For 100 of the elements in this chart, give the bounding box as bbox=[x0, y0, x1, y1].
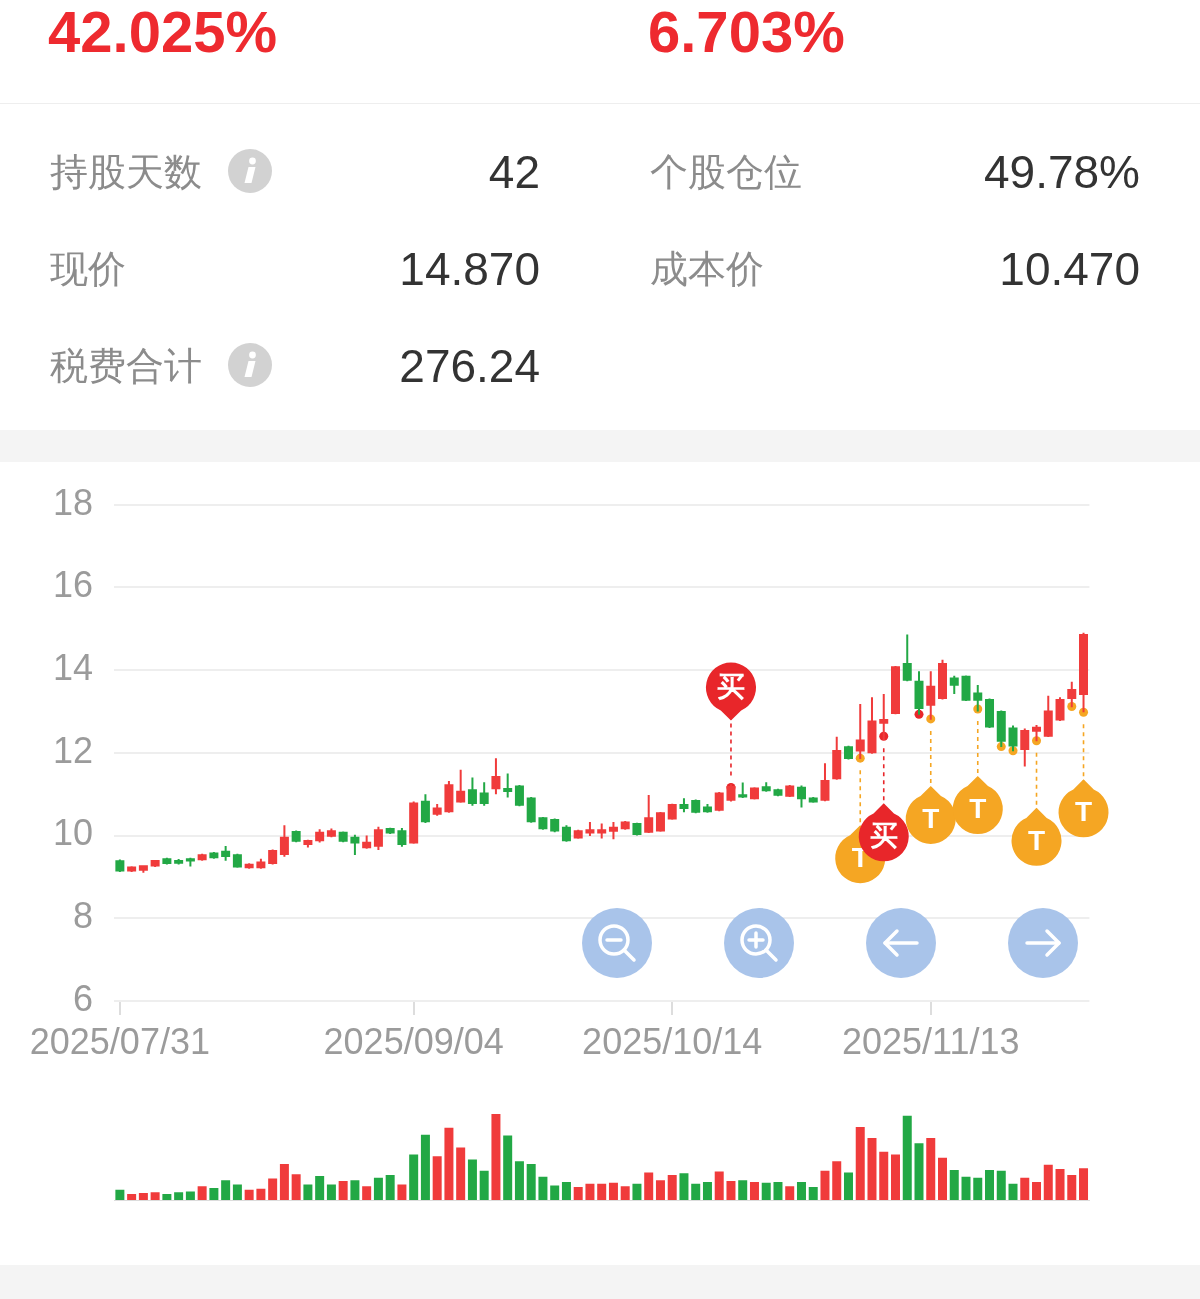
bar bbox=[773, 1181, 783, 1200]
bar bbox=[303, 1184, 313, 1200]
x-tick-label: 2025/10/14 bbox=[582, 1020, 763, 1062]
candlestick bbox=[185, 857, 195, 867]
bar bbox=[796, 1181, 806, 1200]
text: 持股天数 bbox=[50, 150, 202, 195]
bar bbox=[362, 1186, 372, 1200]
bar bbox=[197, 1186, 207, 1200]
data-label: T bbox=[969, 792, 987, 824]
bar bbox=[620, 1186, 630, 1200]
bar bbox=[279, 1163, 289, 1200]
text: 现价 bbox=[50, 247, 126, 292]
bar bbox=[573, 1187, 583, 1200]
bar bbox=[843, 1172, 853, 1200]
y-tick-label: 16 bbox=[52, 564, 93, 606]
text: 6.703% bbox=[648, 0, 845, 64]
bar bbox=[232, 1184, 242, 1200]
data-label: T bbox=[922, 802, 940, 834]
candlestick bbox=[138, 865, 148, 873]
bar bbox=[467, 1159, 477, 1200]
text: 10.470 bbox=[999, 242, 1140, 297]
bar bbox=[738, 1180, 748, 1200]
bar bbox=[985, 1169, 995, 1200]
bar bbox=[432, 1156, 442, 1200]
bar bbox=[174, 1192, 184, 1200]
data-label: 买 bbox=[869, 819, 898, 851]
bar bbox=[902, 1115, 912, 1200]
bar bbox=[256, 1188, 266, 1200]
bar bbox=[996, 1170, 1006, 1200]
bar bbox=[385, 1175, 395, 1200]
bar bbox=[503, 1135, 513, 1200]
bar bbox=[597, 1183, 607, 1200]
y-tick-label: 6 bbox=[72, 977, 93, 1019]
bar bbox=[162, 1193, 172, 1200]
bar bbox=[491, 1114, 501, 1200]
bar bbox=[127, 1193, 137, 1200]
bar bbox=[702, 1181, 712, 1200]
bar bbox=[244, 1189, 254, 1200]
bar bbox=[1067, 1175, 1077, 1200]
data-label: T bbox=[1027, 824, 1046, 856]
bar bbox=[409, 1154, 419, 1200]
bar bbox=[879, 1151, 889, 1200]
text: 14.870 bbox=[399, 242, 540, 297]
bar bbox=[350, 1180, 360, 1200]
bar bbox=[397, 1184, 407, 1200]
bar bbox=[1008, 1183, 1018, 1200]
bar bbox=[550, 1185, 560, 1200]
bar bbox=[1020, 1177, 1030, 1200]
text: 个股仓位 bbox=[650, 150, 802, 195]
bar bbox=[832, 1161, 842, 1200]
bar bbox=[820, 1170, 830, 1200]
data-label: 买 bbox=[716, 671, 745, 703]
x-tick-label: 2025/07/31 bbox=[29, 1020, 210, 1062]
bar bbox=[632, 1183, 642, 1200]
bar bbox=[138, 1193, 148, 1200]
y-tick-label: 12 bbox=[52, 729, 93, 771]
x-tick-label: 2025/09/04 bbox=[323, 1020, 504, 1062]
bar bbox=[338, 1181, 348, 1200]
bar bbox=[726, 1181, 736, 1200]
data-label: T bbox=[1074, 795, 1093, 827]
bar bbox=[221, 1180, 231, 1200]
bar bbox=[938, 1157, 947, 1200]
text: 成本价 bbox=[650, 247, 764, 292]
bar bbox=[644, 1172, 654, 1200]
bar bbox=[667, 1175, 677, 1200]
bar bbox=[326, 1184, 336, 1200]
bar bbox=[1032, 1181, 1042, 1200]
bar bbox=[456, 1147, 466, 1200]
bar bbox=[785, 1186, 795, 1200]
bar bbox=[855, 1126, 865, 1200]
text: 42 bbox=[488, 145, 540, 200]
y-tick-label: 14 bbox=[52, 646, 93, 688]
text: 税费合计 bbox=[50, 344, 202, 389]
bar bbox=[926, 1138, 936, 1200]
bar bbox=[679, 1173, 689, 1200]
bar bbox=[691, 1183, 701, 1200]
bar bbox=[150, 1192, 160, 1200]
bar bbox=[655, 1180, 665, 1200]
text: 276.24 bbox=[399, 339, 540, 394]
bar bbox=[115, 1189, 125, 1200]
bar bbox=[315, 1175, 325, 1200]
bar bbox=[514, 1161, 524, 1200]
bar bbox=[291, 1174, 301, 1200]
bar bbox=[479, 1170, 489, 1200]
x-tick-label: 2025/11/13 bbox=[841, 1020, 1020, 1062]
bar bbox=[761, 1182, 771, 1200]
text: 42.025% bbox=[48, 0, 277, 64]
bar bbox=[1043, 1164, 1053, 1200]
y-tick-label: 10 bbox=[52, 812, 93, 854]
bar bbox=[538, 1176, 548, 1200]
bar bbox=[973, 1177, 983, 1200]
y-tick-label: 18 bbox=[52, 481, 93, 523]
bar bbox=[444, 1127, 454, 1200]
bar bbox=[268, 1178, 278, 1200]
bar bbox=[420, 1134, 430, 1200]
bar bbox=[1055, 1169, 1065, 1200]
bar bbox=[373, 1177, 383, 1200]
bar bbox=[561, 1181, 571, 1200]
bar bbox=[961, 1176, 971, 1200]
bar bbox=[949, 1169, 959, 1200]
